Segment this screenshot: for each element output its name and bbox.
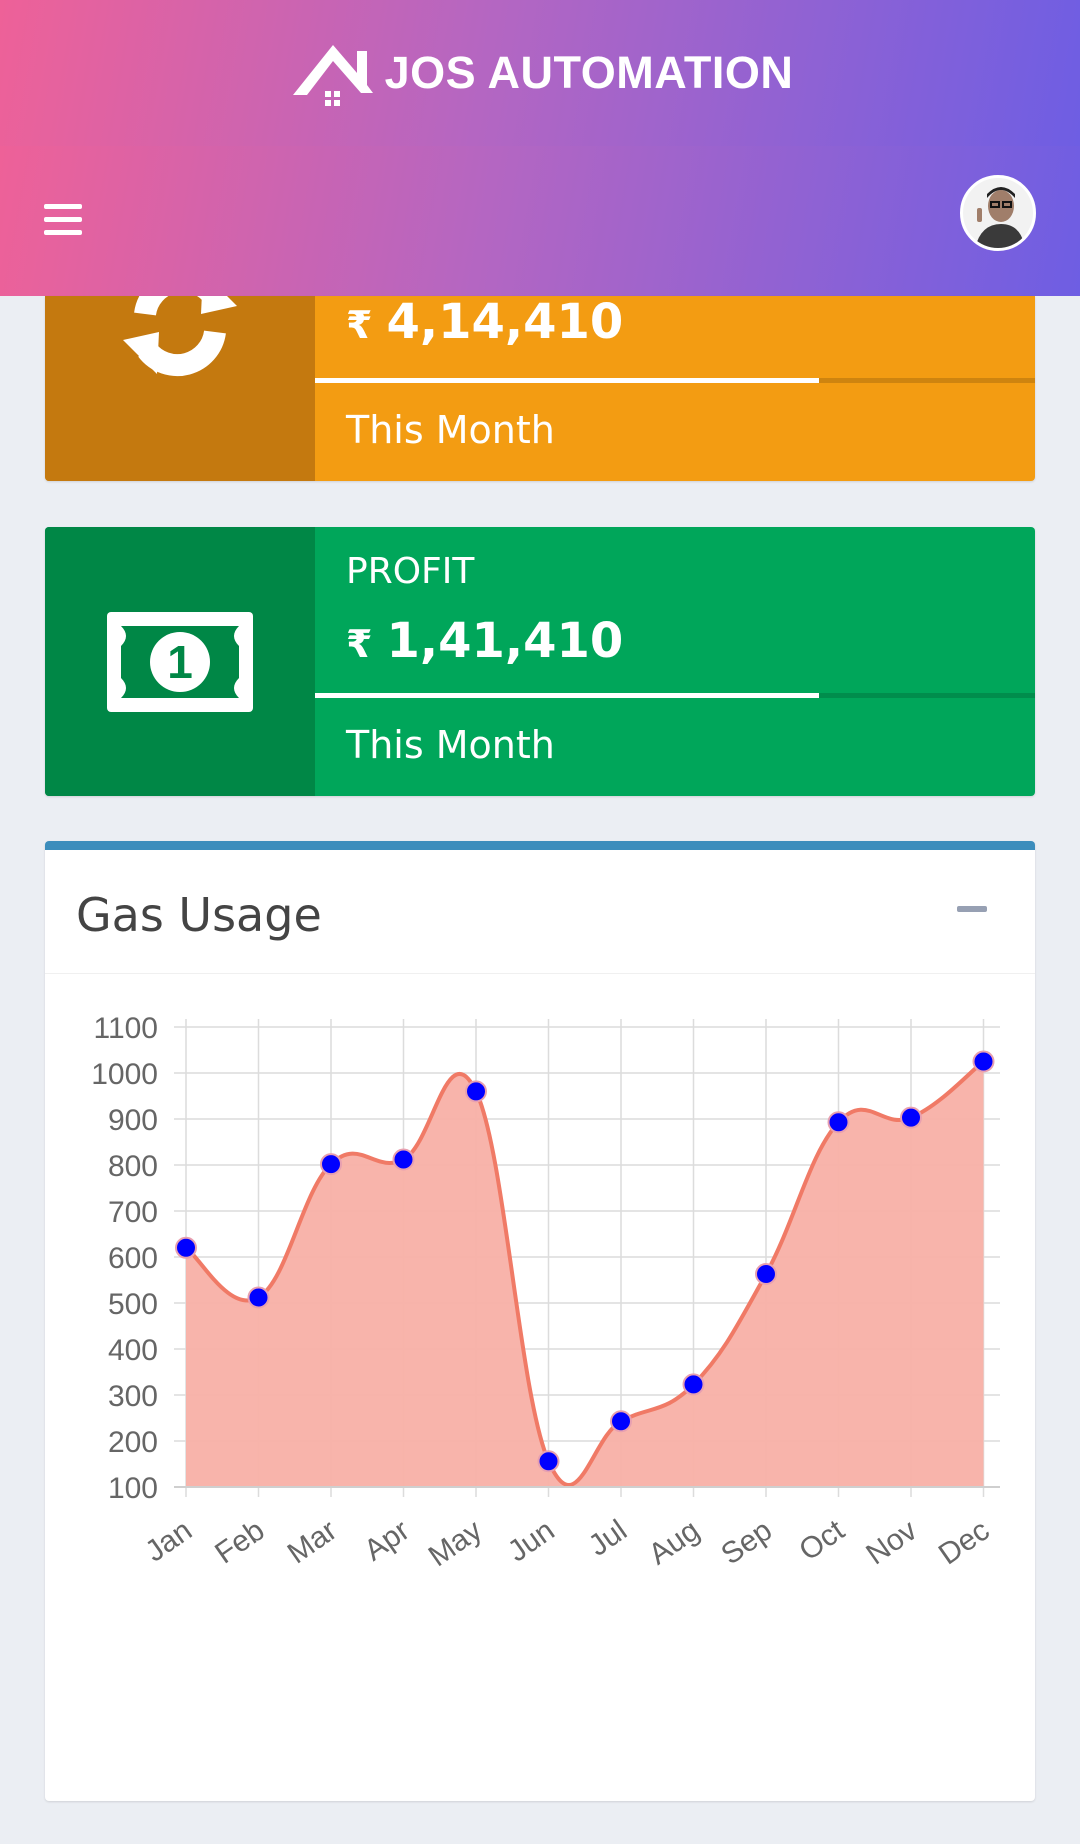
x-tick-label: Oct	[793, 1513, 851, 1567]
progress-fill	[315, 693, 819, 698]
data-point	[537, 1450, 560, 1473]
x-tick-label: Apr	[358, 1514, 415, 1568]
info-content: ₹4,14,410 This Month	[315, 296, 1035, 481]
progress-fill	[315, 378, 819, 383]
svg-text:1: 1	[167, 636, 193, 688]
brand-name: JOS AUTOMATION	[384, 47, 794, 98]
y-tick-label: 100	[108, 1472, 158, 1505]
gas-usage-chart: 100 200 300 400 500 600 700 800 900 1000 1100 Jan Fe…	[91, 1012, 1000, 1574]
profit-info-box: 1 PROFIT ₹1,41,410 This Month	[45, 527, 1035, 796]
data-point	[175, 1236, 197, 1259]
progress-bar	[315, 378, 1035, 383]
gas-usage-card: Gas Usage 100 200 300 400 500 600 700 800 900 100…	[45, 841, 1035, 1801]
currency-symbol: ₹	[346, 303, 373, 347]
brand-bar: JOS AUTOMATION	[0, 0, 1080, 146]
house-logo-icon	[292, 45, 373, 106]
profit-amount: 1,41,410	[386, 613, 624, 669]
area-fill	[186, 1061, 984, 1487]
profit-value: ₹1,41,410	[346, 613, 623, 669]
x-tick-label: Jan	[139, 1514, 198, 1569]
menu-toggle-icon[interactable]	[44, 204, 82, 238]
x-tick-label: Mar	[282, 1514, 343, 1571]
user-photo-icon	[963, 178, 1033, 248]
data-point	[247, 1286, 270, 1309]
sales-amount: 4,14,410	[386, 296, 624, 350]
data-point	[827, 1111, 850, 1134]
x-tick-label: Jul	[583, 1514, 633, 1563]
data-point	[392, 1148, 415, 1171]
data-point	[755, 1263, 777, 1286]
card-header: Gas Usage	[45, 850, 1035, 974]
y-tick-label: 600	[108, 1242, 158, 1275]
y-tick-label: 700	[108, 1196, 158, 1229]
y-tick-label: 1000	[91, 1058, 158, 1091]
x-tick-label: Jun	[502, 1514, 561, 1569]
data-point	[682, 1373, 705, 1396]
info-content: PROFIT ₹1,41,410 This Month	[315, 527, 1035, 796]
money-bill-icon: 1	[107, 611, 253, 712]
x-tick-label: May	[423, 1514, 488, 1574]
y-tick-label: 1100	[93, 1012, 158, 1045]
x-tick-label: Sep	[715, 1514, 778, 1572]
profit-label: PROFIT	[346, 551, 475, 592]
y-tick-label: 400	[108, 1334, 158, 1367]
y-tick-label: 900	[108, 1104, 158, 1137]
data-point	[320, 1153, 342, 1176]
y-tick-label: 200	[108, 1426, 158, 1459]
data-point	[972, 1050, 995, 1073]
user-avatar[interactable]	[960, 175, 1036, 251]
card-title: Gas Usage	[76, 888, 322, 942]
profit-description: This Month	[346, 723, 555, 767]
x-tick-label: Dec	[933, 1514, 996, 1572]
y-tick-label: 800	[108, 1150, 158, 1183]
sales-description: This Month	[346, 408, 555, 452]
data-point	[610, 1410, 632, 1433]
refresh-icon	[123, 296, 237, 377]
x-tick-label: Aug	[643, 1514, 706, 1572]
progress-bar	[315, 693, 1035, 698]
y-tick-label: 500	[108, 1288, 158, 1321]
brand-logo[interactable]: JOS AUTOMATION	[287, 37, 794, 109]
info-icon-area: 1	[45, 527, 315, 796]
currency-symbol: ₹	[346, 622, 373, 666]
data-point	[900, 1106, 922, 1129]
minus-icon[interactable]	[957, 906, 987, 912]
info-icon-area	[45, 296, 315, 481]
nav-bar	[0, 146, 1080, 296]
y-tick-label: 300	[108, 1380, 158, 1413]
data-point	[465, 1080, 487, 1103]
x-tick-label: Nov	[860, 1514, 923, 1572]
sales-info-box: ₹4,14,410 This Month	[45, 296, 1035, 481]
x-tick-label: Feb	[209, 1514, 270, 1571]
sales-value: ₹4,14,410	[346, 296, 623, 350]
